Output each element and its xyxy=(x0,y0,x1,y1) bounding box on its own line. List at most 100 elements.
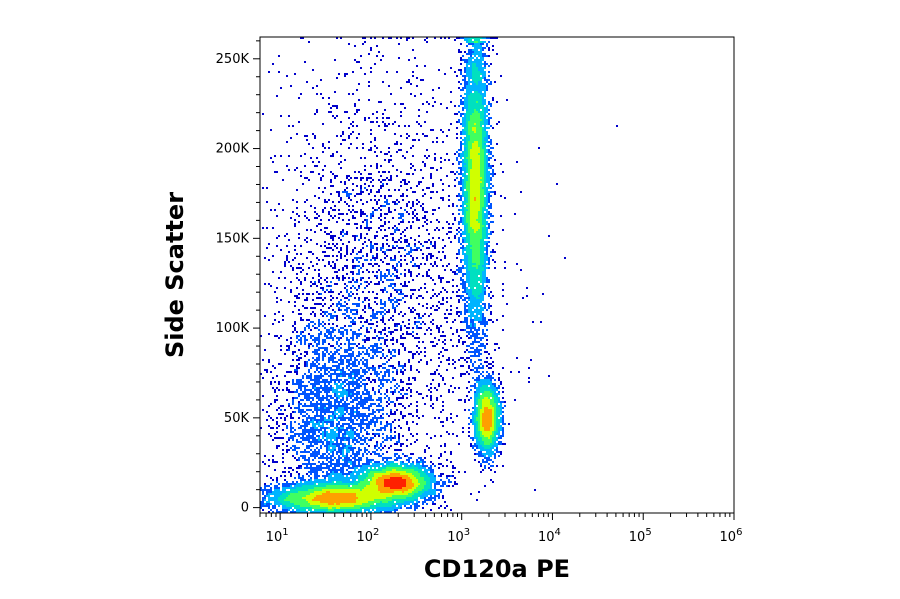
event-point xyxy=(472,71,474,73)
event-point xyxy=(394,443,396,445)
event-point xyxy=(352,335,354,337)
event-point xyxy=(286,381,288,383)
event-point xyxy=(416,469,418,471)
event-point xyxy=(376,495,378,497)
event-point xyxy=(478,257,480,259)
event-point xyxy=(372,495,374,497)
event-point xyxy=(478,99,480,101)
event-point xyxy=(366,443,368,445)
event-point xyxy=(390,477,392,479)
event-point xyxy=(334,383,336,385)
event-point xyxy=(474,175,476,177)
event-point xyxy=(396,491,398,493)
event-point xyxy=(316,455,318,457)
event-point xyxy=(292,445,294,447)
event-point xyxy=(342,359,344,361)
event-point xyxy=(330,489,332,491)
event-point xyxy=(306,501,308,503)
event-point xyxy=(270,493,272,495)
event-point xyxy=(372,367,374,369)
event-point xyxy=(322,505,324,507)
event-point xyxy=(268,465,270,467)
event-point xyxy=(484,411,486,413)
event-point xyxy=(478,387,480,389)
event-point xyxy=(354,479,356,481)
event-point xyxy=(294,489,296,491)
event-point xyxy=(480,411,482,413)
event-point xyxy=(430,483,432,485)
event-point xyxy=(278,407,280,409)
event-point xyxy=(436,483,438,485)
event-point xyxy=(470,243,472,245)
event-point xyxy=(484,435,486,437)
event-point xyxy=(362,415,364,417)
event-point xyxy=(286,339,288,341)
event-point xyxy=(430,491,432,493)
event-point xyxy=(334,503,336,505)
event-point xyxy=(342,395,344,397)
event-point xyxy=(472,175,474,177)
event-point xyxy=(488,303,490,305)
event-point xyxy=(394,463,396,465)
event-point xyxy=(476,395,478,397)
event-point xyxy=(344,501,346,503)
event-point xyxy=(474,297,476,299)
event-point xyxy=(386,465,388,467)
event-point xyxy=(350,419,352,421)
event-point xyxy=(364,499,366,501)
event-point xyxy=(484,231,486,233)
event-point xyxy=(484,447,486,449)
event-point xyxy=(460,169,462,171)
event-point xyxy=(480,197,482,199)
event-point xyxy=(348,443,350,445)
event-point xyxy=(360,431,362,433)
event-point xyxy=(490,459,492,461)
event-point xyxy=(286,349,288,351)
event-point xyxy=(478,119,480,121)
event-point xyxy=(296,447,298,449)
event-point xyxy=(326,403,328,405)
event-point xyxy=(302,421,304,423)
event-point xyxy=(486,459,488,461)
event-point xyxy=(382,497,384,499)
event-point xyxy=(318,487,320,489)
event-point xyxy=(464,321,466,323)
event-point xyxy=(326,465,328,467)
event-point xyxy=(488,373,490,375)
event-point xyxy=(308,441,310,443)
event-point xyxy=(372,475,374,477)
event-point xyxy=(374,473,376,475)
event-point xyxy=(306,483,308,485)
event-point xyxy=(370,395,372,397)
event-point xyxy=(346,397,348,399)
event-point xyxy=(480,165,482,167)
event-point xyxy=(350,509,352,511)
event-point xyxy=(302,319,304,321)
event-point xyxy=(336,407,338,409)
event-point xyxy=(428,489,430,491)
event-point xyxy=(286,383,288,385)
event-point xyxy=(480,323,482,325)
event-point xyxy=(472,295,474,297)
event-point xyxy=(470,189,472,191)
event-point xyxy=(342,495,344,497)
event-point xyxy=(392,259,394,261)
event-point xyxy=(472,229,474,231)
event-point xyxy=(320,433,322,435)
event-point xyxy=(350,455,352,457)
event-point xyxy=(418,487,420,489)
event-point xyxy=(336,391,338,393)
event-point xyxy=(426,485,428,487)
event-point xyxy=(478,131,480,133)
event-point xyxy=(306,397,308,399)
event-point xyxy=(364,495,366,497)
event-point xyxy=(472,145,474,147)
event-point xyxy=(484,405,486,407)
event-point xyxy=(486,123,488,125)
event-point xyxy=(324,433,326,435)
event-point xyxy=(302,439,304,441)
event-point xyxy=(410,485,412,487)
event-point xyxy=(274,381,276,383)
event-point xyxy=(326,395,328,397)
event-point xyxy=(322,353,324,355)
